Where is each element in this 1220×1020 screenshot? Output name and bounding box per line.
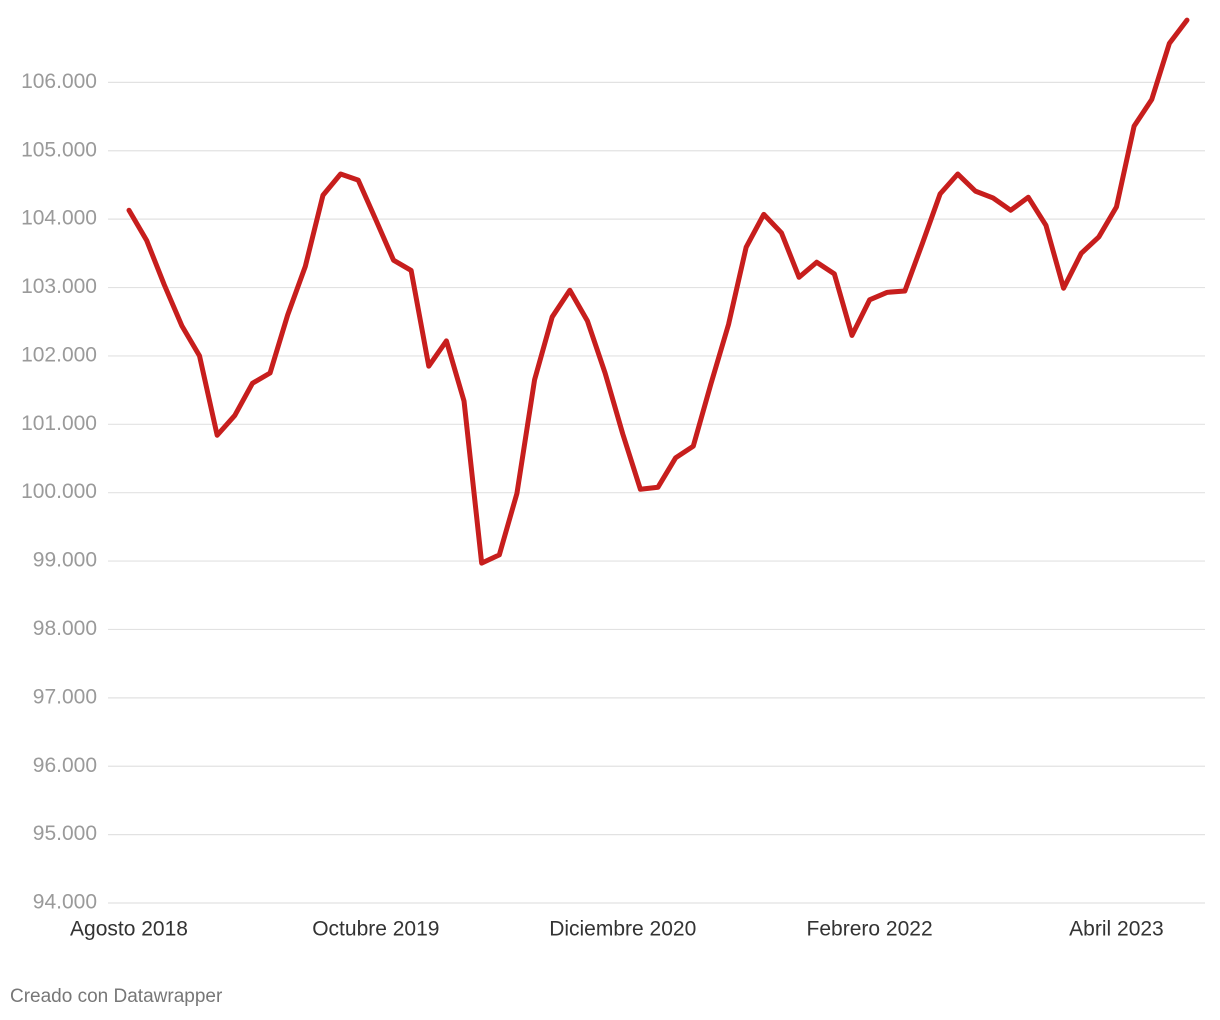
y-tick-label: 105.000 bbox=[21, 138, 97, 161]
line bbox=[126, 17, 1190, 566]
y-tick-label: 97.000 bbox=[33, 685, 97, 708]
y-tick-label: 98.000 bbox=[33, 617, 97, 640]
credit: Creado con Datawrapper bbox=[10, 986, 223, 1007]
y-tick-label: 95.000 bbox=[33, 822, 97, 845]
y-tick-label: 101.000 bbox=[21, 412, 97, 435]
x-tick-label: Diciembre 2020 bbox=[549, 918, 696, 941]
y-tick-label: 99.000 bbox=[33, 549, 97, 572]
y-tick-label: 94.000 bbox=[33, 891, 97, 914]
y-tick-label: 104.000 bbox=[21, 207, 97, 230]
x-tick-label: Febrero 2022 bbox=[807, 918, 933, 941]
y-tick-label: 106.000 bbox=[21, 70, 97, 93]
y-tick-label: 102.000 bbox=[21, 343, 97, 366]
x-tick-label: Abril 2023 bbox=[1069, 918, 1164, 941]
x-tick-label: Octubre 2019 bbox=[312, 918, 439, 941]
y-tick-label: 96.000 bbox=[33, 754, 97, 777]
y-tick-label: 103.000 bbox=[21, 275, 97, 298]
x-tick-label: Agosto 2018 bbox=[70, 918, 188, 941]
y-tick-label: 100.000 bbox=[21, 480, 97, 503]
